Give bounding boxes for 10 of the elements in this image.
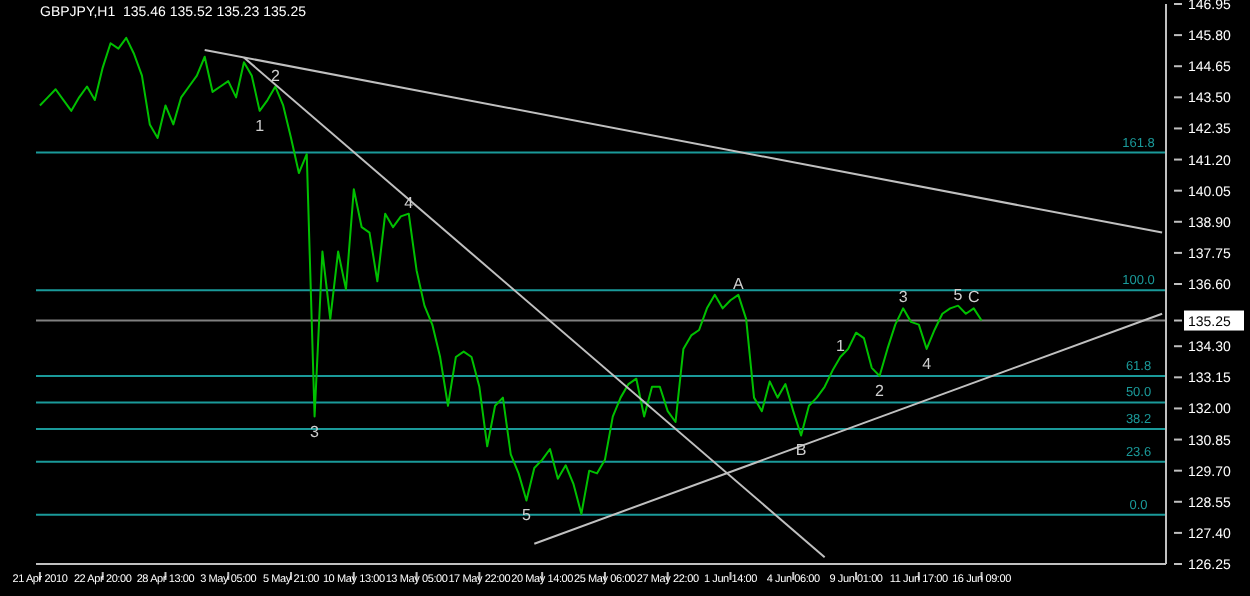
annotation: 2 [270,66,281,85]
annotation: C [967,288,980,307]
annotation: 3 [898,288,909,307]
annotation: 4 [922,354,933,373]
annotation: A [732,274,745,293]
annotation: 5 [953,285,964,304]
annotation: B [795,441,807,460]
annotation: 1 [255,116,266,135]
annotation: 1 [835,337,846,356]
annotation: 2 [875,381,886,400]
